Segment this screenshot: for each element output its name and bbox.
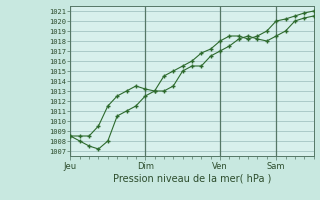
X-axis label: Pression niveau de la mer( hPa ): Pression niveau de la mer( hPa ) bbox=[113, 173, 271, 183]
